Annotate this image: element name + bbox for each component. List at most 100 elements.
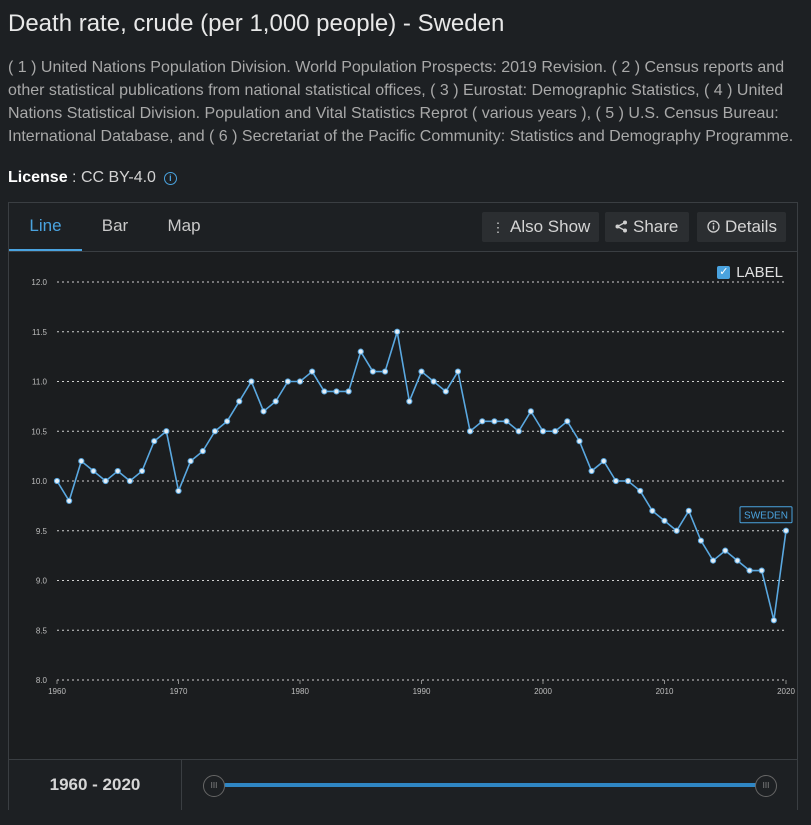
range-start: 1960 [49, 775, 88, 794]
data-point [442, 388, 449, 395]
data-point [685, 507, 692, 514]
also-show-button[interactable]: ⋮ Also Show [482, 212, 599, 242]
data-point [369, 368, 376, 375]
label-toggle[interactable]: ✓ LABEL [717, 264, 783, 281]
data-point [53, 477, 61, 485]
share-icon [613, 213, 629, 243]
data-point [697, 537, 705, 544]
data-point [624, 477, 632, 485]
chart-area: ✓ LABEL 8.0 8.5 9.0 9.5 10.0 10.5 11.0 11.5 12.0… [9, 252, 797, 759]
x-tick-label: 1960 [48, 687, 66, 696]
data-sources: ( 1 ) United Nations Population Division… [8, 59, 794, 145]
year-range-slider[interactable] [224, 783, 766, 787]
data-point [126, 477, 134, 485]
more-vertical-icon: ⋮ [491, 220, 505, 235]
data-point [394, 328, 401, 335]
data-point [539, 428, 547, 435]
data-point [564, 418, 571, 425]
y-tick-label: 10.5 [31, 427, 47, 436]
data-point [284, 378, 291, 385]
year-range-label: 1960 - 2020 [9, 760, 182, 810]
data-point [114, 467, 121, 475]
checkbox-checked-icon[interactable]: ✓ [717, 266, 731, 279]
data-point [357, 348, 364, 355]
y-tick-label: 8.5 [36, 626, 48, 635]
range-end: 2020 [102, 775, 141, 794]
data-point [649, 507, 656, 514]
details-button[interactable]: Details [697, 212, 786, 242]
range-footer: 1960 - 2020 III III [9, 759, 797, 810]
data-point [418, 368, 425, 375]
data-point [770, 617, 777, 624]
data-point [600, 458, 607, 465]
data-point [236, 398, 243, 405]
data-point [758, 567, 765, 574]
license-label: License [8, 169, 68, 186]
slider-start-handle[interactable]: III [203, 775, 225, 797]
y-tick-label: 9.5 [36, 527, 48, 536]
data-point [430, 378, 437, 385]
data-point [163, 428, 170, 435]
data-point [260, 408, 267, 415]
slider-end-handle[interactable]: III [755, 775, 777, 797]
x-tick-label: 2020 [777, 687, 795, 696]
line-chart: 8.0 8.5 9.0 9.5 10.0 10.5 11.0 11.5 12.0 1960 1970… [31, 278, 795, 696]
data-point [637, 487, 644, 495]
data-point [588, 467, 595, 475]
y-tick-label: 11.5 [32, 328, 48, 337]
data-point [576, 438, 583, 445]
y-tick-label: 11.0 [32, 378, 48, 387]
data-point [746, 567, 753, 574]
x-tick-label: 2010 [656, 687, 674, 696]
x-tick-label: 1990 [413, 687, 431, 696]
y-tick-label: 8.0 [36, 676, 48, 685]
data-point [661, 517, 668, 524]
tab-map[interactable]: Map [167, 216, 201, 235]
data-point [467, 428, 474, 435]
data-point [138, 467, 146, 475]
tab-bar: Line Bar Map ⋮ Also Show Share Details [9, 203, 797, 252]
data-point [78, 458, 85, 465]
data-point [272, 398, 279, 405]
data-point [515, 428, 522, 435]
tab-bar-chart[interactable]: Bar [101, 216, 129, 235]
x-tick-label: 2000 [534, 687, 552, 696]
data-point [552, 428, 559, 435]
also-show-label: Also Show [510, 217, 591, 236]
data-point [175, 487, 182, 495]
data-point [187, 458, 194, 465]
info-circle-icon [705, 213, 721, 243]
data-point [491, 418, 498, 425]
data-point [211, 428, 219, 435]
data-point [296, 378, 304, 385]
tab-line[interactable]: Line [9, 203, 82, 251]
data-point [321, 388, 328, 395]
share-button[interactable]: Share [605, 212, 689, 242]
data-point [612, 477, 620, 485]
series-end-label-box [739, 506, 793, 524]
data-point [782, 527, 790, 534]
license-value: CC BY-4.0 [80, 169, 156, 186]
page-title: Death rate, crude (per 1,000 people) - S… [8, 10, 505, 37]
data-point [66, 497, 73, 504]
y-tick-label: 12.0 [31, 278, 47, 287]
data-point [734, 557, 741, 564]
data-point [345, 388, 352, 395]
info-icon[interactable]: i [163, 172, 177, 185]
x-tick-label: 1980 [291, 687, 309, 696]
data-point [454, 368, 462, 375]
data-point [333, 388, 340, 395]
y-tick-label: 9.0 [36, 577, 48, 586]
series-line [56, 331, 787, 621]
label-toggle-text: LABEL [736, 264, 783, 281]
details-label: Details [725, 217, 777, 236]
data-point [199, 448, 206, 455]
data-point [309, 368, 316, 375]
share-label: Share [633, 217, 679, 236]
data-point [527, 408, 534, 415]
x-tick-label: 1970 [170, 687, 188, 696]
series-end-label: SWEDEN [744, 510, 788, 521]
data-point [248, 378, 255, 385]
data-point [224, 418, 231, 425]
license-line: License : CC BY-4.0 i [8, 169, 177, 187]
